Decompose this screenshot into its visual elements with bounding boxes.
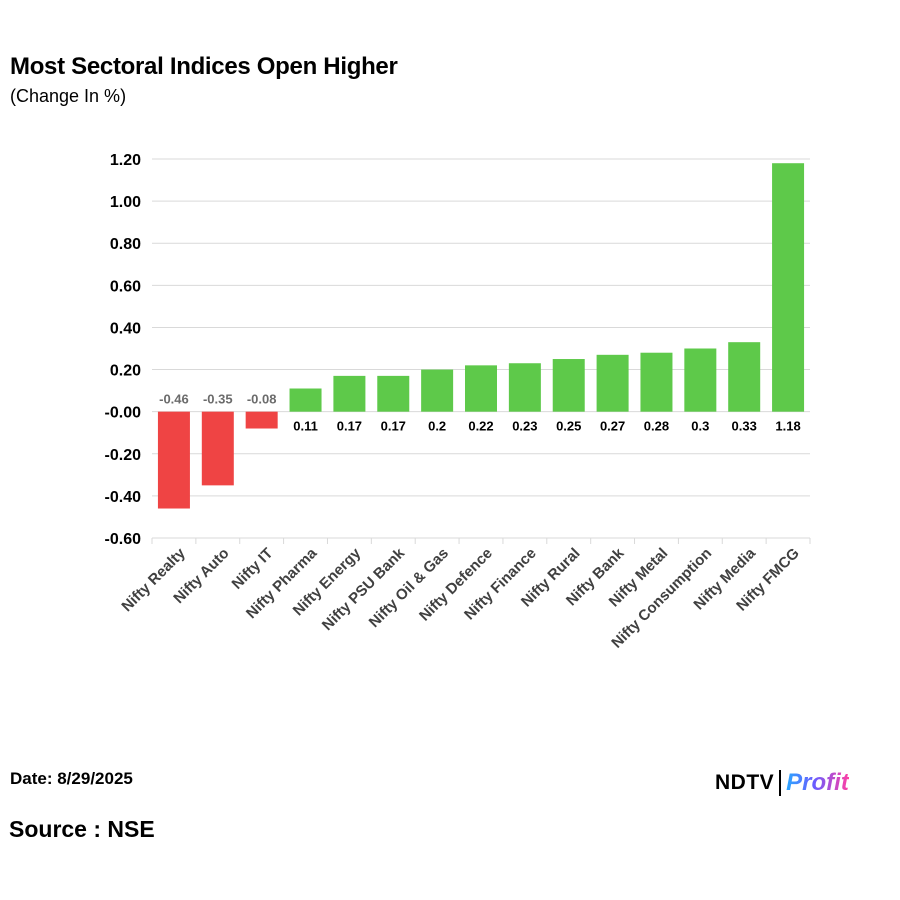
data-label: -0.35: [203, 392, 233, 407]
data-label: 0.23: [512, 419, 537, 434]
y-tick-label: 0.20: [110, 363, 141, 380]
chart-title: Most Sectoral Indices Open Higher: [10, 53, 398, 80]
data-label: 0.25: [556, 419, 581, 434]
category-label: Nifty Oil & Gas: [366, 545, 452, 631]
bar: [508, 363, 541, 412]
bar: [596, 354, 629, 412]
data-label: 0.27: [600, 419, 625, 434]
data-label: 0.17: [381, 419, 406, 434]
data-label: 0.11: [293, 419, 318, 434]
bar: [377, 375, 410, 412]
bar: [245, 411, 278, 429]
bar: [684, 348, 717, 412]
data-label: 0.17: [337, 419, 362, 434]
chart-subtitle: (Change In %): [10, 86, 127, 106]
logo-profit: Profit: [786, 769, 849, 796]
date-label: Date: 8/29/2025: [10, 769, 133, 788]
bar: [465, 365, 497, 412]
y-tick-label: -0.60: [105, 531, 142, 548]
data-label: 0.22: [468, 419, 493, 434]
y-tick-label: 0.40: [110, 320, 141, 337]
bar-chart: 1.20 1.00 0.80 0.60 0.40 0.20 -0.00 -0.20 -0.40 -…: [105, 152, 811, 652]
bar: [772, 163, 805, 412]
source-label: Source : NSE: [9, 816, 155, 842]
data-label: -0.08: [247, 392, 277, 407]
y-tick-label: 1.00: [110, 194, 141, 211]
bar: [201, 411, 234, 486]
ndtv-profit-logo: NDTV Profit: [715, 766, 849, 800]
y-tick-label: 0.60: [110, 278, 141, 295]
y-tick-label: -0.00: [105, 405, 142, 422]
logo-divider: [779, 770, 782, 796]
bar: [728, 342, 761, 412]
data-label: -0.46: [159, 392, 189, 407]
y-tick-label: 1.20: [110, 152, 141, 169]
bar: [640, 352, 673, 412]
bar: [552, 359, 585, 412]
logo-ndtv: NDTV: [715, 771, 775, 794]
y-tick-label: 0.80: [110, 236, 141, 253]
bar: [157, 411, 190, 509]
data-label: 0.33: [732, 419, 757, 434]
data-label: 0.28: [644, 419, 669, 434]
bar: [421, 369, 454, 412]
data-label: 1.18: [775, 419, 800, 434]
data-label: 0.2: [428, 419, 446, 434]
y-tick-label: -0.40: [105, 489, 142, 506]
y-tick-label: -0.20: [105, 447, 142, 464]
data-label: 0.3: [691, 419, 709, 434]
bar: [289, 388, 322, 412]
bar: [333, 375, 366, 412]
